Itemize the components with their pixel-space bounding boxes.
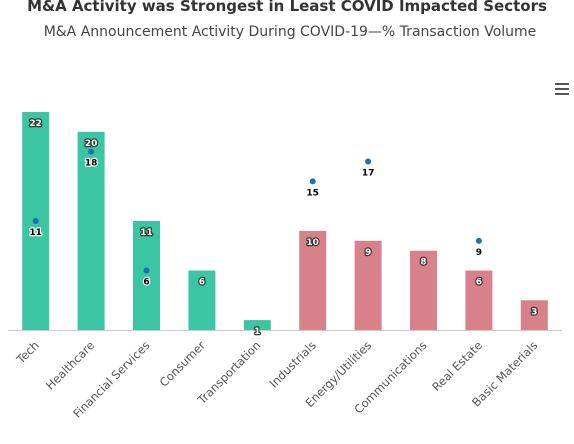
point-value-label: 9 bbox=[476, 248, 482, 258]
bar-value-label: 6 bbox=[476, 278, 482, 288]
bar[interactable] bbox=[465, 270, 493, 330]
x-tick-label: Consumer bbox=[157, 338, 209, 390]
bars-layer bbox=[22, 112, 548, 330]
point-value-label: 6 bbox=[143, 278, 149, 288]
bar[interactable] bbox=[354, 240, 382, 330]
bar[interactable] bbox=[188, 270, 216, 330]
scatter-point[interactable] bbox=[88, 148, 95, 155]
hamburger-menu-icon[interactable] bbox=[553, 83, 571, 99]
points-layer bbox=[32, 148, 482, 274]
bar-value-label: 11 bbox=[140, 228, 153, 238]
scatter-point[interactable] bbox=[309, 178, 316, 185]
scatter-point[interactable] bbox=[475, 237, 482, 244]
bar-value-label: 6 bbox=[199, 278, 205, 288]
chart-title: M&A Activity was Strongest in Least COVI… bbox=[27, 0, 547, 15]
point-value-label: 18 bbox=[85, 159, 98, 169]
bar-value-label: 1 bbox=[254, 327, 260, 337]
bar-value-label: 10 bbox=[306, 238, 319, 248]
bar-value-label: 8 bbox=[420, 258, 426, 268]
point-value-label: 15 bbox=[306, 188, 319, 198]
bar[interactable] bbox=[77, 131, 105, 330]
x-tick-label: Real Estate bbox=[429, 338, 485, 394]
scatter-point[interactable] bbox=[365, 158, 372, 165]
point-value-label: 17 bbox=[362, 169, 375, 179]
x-tick-label: Tech bbox=[13, 338, 42, 367]
bar-value-label: 20 bbox=[85, 139, 98, 149]
labels-layer: 22 11 20 18 11 6 6 1 10 15 9 17 8 6 9 3 bbox=[28, 118, 538, 338]
bar[interactable] bbox=[133, 221, 160, 330]
chart-subtitle: M&A Announcement Activity During COVID-1… bbox=[43, 24, 537, 40]
bar-value-label: 22 bbox=[29, 119, 42, 129]
bar-value-label: 9 bbox=[365, 248, 371, 258]
point-value-label: 11 bbox=[29, 228, 42, 238]
scatter-point[interactable] bbox=[32, 218, 39, 224]
bar-value-label: 3 bbox=[531, 307, 537, 317]
bar[interactable] bbox=[520, 300, 548, 330]
x-tick-label: Industrials bbox=[267, 338, 319, 390]
x-tick-label: Healthcare bbox=[43, 338, 97, 392]
bar[interactable] bbox=[243, 320, 271, 330]
bar[interactable] bbox=[299, 230, 327, 330]
bar[interactable] bbox=[410, 250, 437, 330]
scatter-point[interactable] bbox=[143, 267, 150, 274]
